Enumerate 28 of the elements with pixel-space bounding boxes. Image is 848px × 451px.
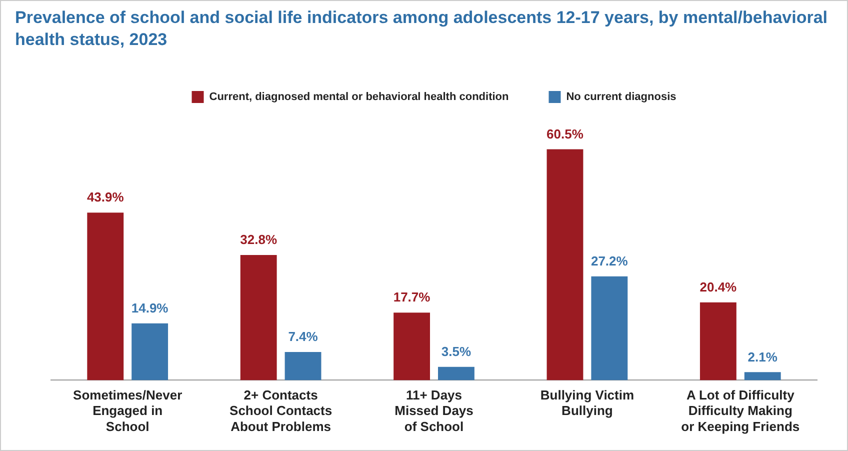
bar (591, 276, 628, 380)
bar (87, 212, 124, 380)
legend-label: No current diagnosis (566, 91, 676, 104)
bar (744, 372, 781, 380)
x-tick-label: 11+ Days Missed Days of School (394, 388, 474, 434)
data-label: 32.8% (240, 232, 278, 248)
bar (700, 302, 736, 380)
data-label: 27.2% (590, 253, 628, 268)
data-label: 20.4% (700, 279, 738, 294)
bar (284, 352, 322, 380)
legend-label: Current, diagnosed mental or behavioral health condition (209, 91, 510, 104)
x-tick-label: Sometimes/Never Engaged in School (73, 388, 182, 434)
x-tick-label: Bullying Victim Bullying (540, 388, 634, 418)
chart-title: Prevalence of school and social life indicators among adolescents 12-17 years, by mental/behavioral health status, 2023 (14, 7, 829, 51)
bar (240, 255, 277, 380)
x-tick-label: A Lot of Difficulty Difficulty Making or Keeping Friends (681, 388, 800, 434)
bar (132, 323, 168, 380)
bar (438, 366, 474, 380)
data-label: 7.4% (288, 329, 318, 344)
data-label: 3.5% (441, 344, 472, 359)
data-label: 2.1% (748, 349, 778, 364)
data-label: 17.7% (393, 290, 431, 305)
data-label: 43.9% (86, 190, 124, 205)
bar (546, 149, 584, 380)
data-label: 60.5% (546, 126, 584, 142)
bar (394, 312, 430, 380)
data-label: 14.9% (131, 300, 169, 316)
x-tick-label: 2+ Contacts School Contacts About Problems (230, 388, 332, 434)
